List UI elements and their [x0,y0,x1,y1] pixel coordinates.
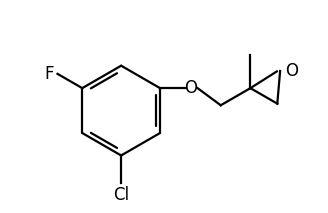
Text: O: O [185,79,197,97]
Text: F: F [45,65,54,83]
Text: O: O [285,62,298,80]
Text: Cl: Cl [113,186,129,204]
